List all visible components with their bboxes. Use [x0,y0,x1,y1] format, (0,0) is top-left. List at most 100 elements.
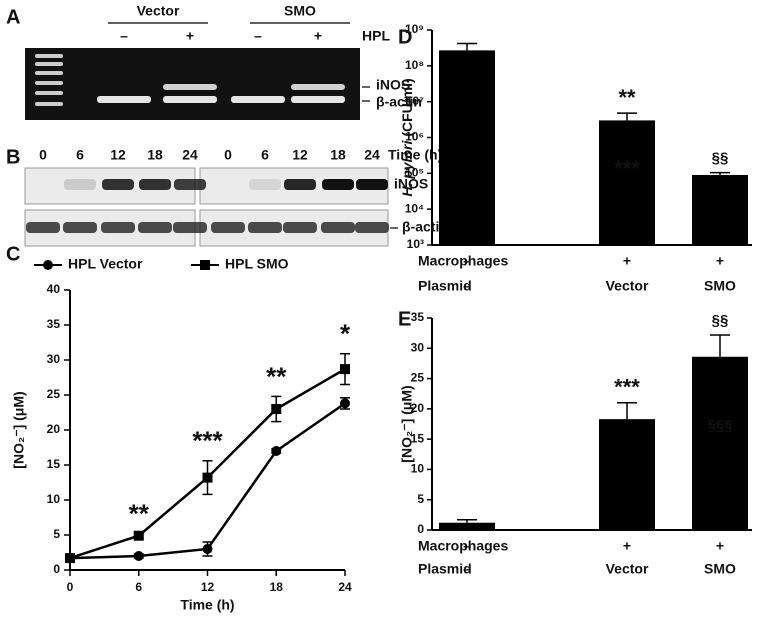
y-tick-label: 10⁷ [406,94,424,108]
inos-band [139,179,171,190]
y-tick-label: 10 [47,492,61,506]
treatment-sign: – [120,28,128,44]
row-value: – [463,278,471,294]
error-bar [617,402,637,420]
y-tick-label: 5 [53,527,60,541]
y-axis-label: H. pylori (CFU/ml) [399,78,415,196]
legend-label: HPL Vector [68,256,143,272]
y-axis-label: [NO₂⁻] (μM) [399,385,415,462]
significance: *** [192,426,223,456]
marker [133,551,144,561]
marker [271,446,282,456]
y-tick-label: 35 [411,310,425,324]
group-label: SMO [284,3,316,19]
bar [599,120,655,245]
y-tick-label: 10⁵ [405,166,424,180]
significance: ** [618,85,636,110]
time-label: 6 [261,147,269,163]
band-label: β-actin [402,219,448,235]
panel-label: C [6,243,20,265]
row-value: Vector [606,278,649,294]
y-tick-label: 10³ [407,237,424,251]
row-label: Macrophages [418,538,508,554]
actin-band [283,222,317,233]
y-axis-label-unit: (CFU/ml) [399,78,415,136]
marker [133,530,144,541]
group-label: Vector [137,3,180,19]
ladder-band [35,62,63,66]
y-tick-label: 0 [53,562,60,576]
y-tick-label: 10 [411,462,425,476]
actin-band [173,222,207,233]
error-bar [617,112,637,121]
treatment-sign: + [186,28,194,44]
time-label: 18 [147,147,163,163]
significance: *** [614,156,640,181]
treatment-sign: + [314,28,322,44]
y-tick-label: 10⁹ [405,22,424,36]
y-tick-label: 15 [47,457,61,471]
time-label: 0 [39,147,47,163]
panel-label: D [398,26,412,48]
bar [439,522,495,530]
inos-band [284,179,316,190]
time-label: 12 [292,147,308,163]
treatment-label: HPL [362,28,390,44]
y-tick-label: 40 [47,282,61,296]
band-label: iNOS [376,77,410,93]
marker [340,398,350,409]
bar [692,174,748,245]
row-value: SMO [704,278,736,294]
error-bar [457,42,477,51]
y-tick-label: 25 [47,387,61,401]
row-value: + [716,253,724,269]
ladder-band [35,102,63,106]
marker [65,553,75,564]
actin-band [355,222,389,233]
significance: ** [266,361,287,391]
band-label: β-actin [376,94,422,110]
bar [599,419,655,530]
actin-band [163,96,217,103]
marker [271,404,282,414]
significance: §§§ [707,417,732,434]
y-tick-label: 30 [411,340,425,354]
actin-band [291,96,345,103]
x-tick-label: 24 [338,580,352,594]
significance: *** [614,375,640,400]
y-tick-label: 25 [411,371,425,385]
actin-band [97,96,151,103]
error-bar [457,518,477,523]
significance: §§ [712,150,729,167]
inos-band [174,179,206,190]
inos-band [322,179,354,190]
x-tick-label: 0 [67,580,74,594]
panel-label: E [398,308,411,330]
band-label: iNOS [394,176,428,192]
significance: ** [129,498,150,528]
inos-band [356,179,388,190]
x-tick-label: 12 [201,580,215,594]
row-value: + [716,538,724,554]
inos-band [291,84,345,90]
time-label: 12 [110,147,126,163]
row-value: – [463,538,471,554]
marker [340,364,350,375]
ladder-band [35,91,63,95]
y-tick-label: 20 [47,422,61,436]
y-axis-label-species: H. pylori [399,140,415,197]
time-label: 24 [364,147,380,163]
ladder-band [35,54,63,58]
panel-label: A [6,6,20,28]
bar [439,50,495,246]
inos-band [163,84,217,90]
row-label: Plasmid [418,278,472,294]
error-bar [710,334,730,357]
time-label: 18 [330,147,346,163]
significance: * [340,319,351,349]
row-value: + [623,538,631,554]
significance: §§ [712,312,729,329]
actin-band [26,222,60,233]
row-value: SMO [704,561,736,577]
